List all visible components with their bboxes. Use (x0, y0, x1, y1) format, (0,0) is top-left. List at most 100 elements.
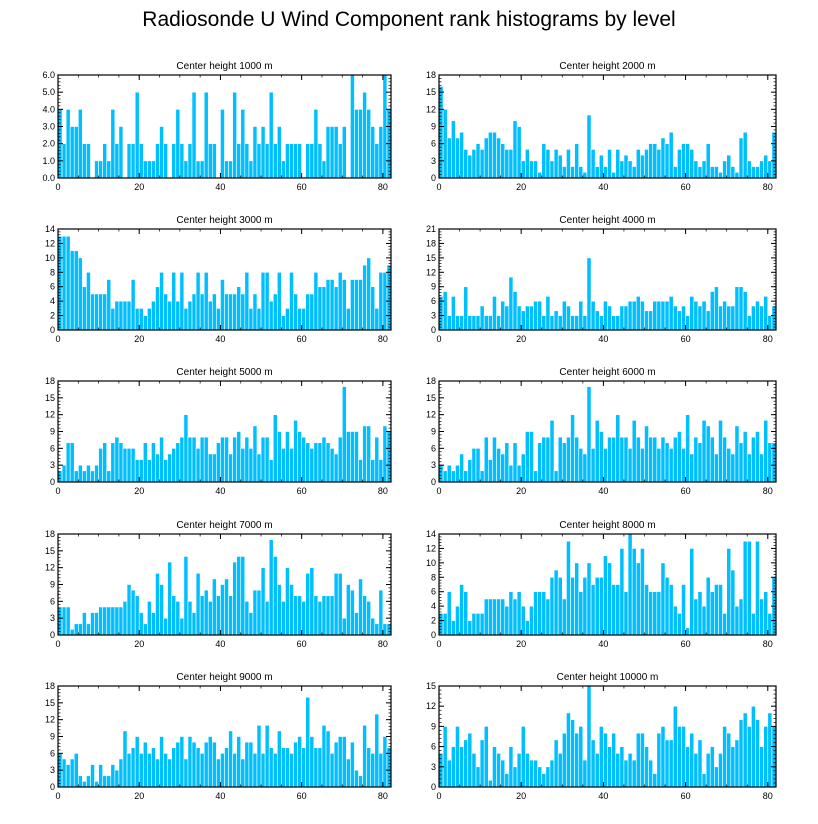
bar (151, 160, 156, 179)
bar (114, 436, 120, 483)
bar (260, 753, 266, 788)
bar (578, 726, 584, 788)
bar (549, 160, 555, 179)
bar (570, 414, 575, 483)
bar (252, 425, 258, 483)
y-tick-label: 0 (431, 477, 436, 487)
bar (73, 753, 79, 788)
bar (689, 548, 695, 636)
bar (386, 264, 392, 331)
bar (451, 470, 456, 483)
bar (611, 315, 617, 331)
bar (122, 448, 128, 483)
bar (281, 747, 286, 788)
bar (73, 250, 79, 331)
bar (317, 601, 323, 636)
bar (264, 436, 270, 483)
bar (492, 746, 497, 788)
bar (276, 431, 282, 483)
x-tick-label: 80 (378, 182, 388, 192)
bar (289, 584, 294, 636)
bar (362, 91, 367, 179)
bar (615, 149, 621, 179)
bar (640, 154, 645, 179)
y-tick-label: 6 (50, 748, 55, 758)
y-tick-label: 6.0 (42, 70, 55, 80)
bar (325, 279, 331, 331)
bar (142, 741, 148, 788)
bar (102, 143, 108, 179)
bar (755, 540, 760, 636)
bar (264, 601, 270, 636)
bar (248, 160, 254, 179)
bar (110, 109, 116, 179)
x-tick-label: 80 (763, 334, 773, 344)
y-tick-label: 18 (45, 529, 55, 539)
bar (607, 436, 612, 483)
bar (134, 595, 140, 636)
y-tick-label: 0 (431, 325, 436, 335)
bar (138, 612, 144, 636)
bar (508, 276, 514, 331)
bar (350, 74, 355, 179)
bar (126, 753, 132, 788)
bar (98, 160, 103, 179)
x-tick-label: 0 (436, 791, 441, 801)
bar (366, 425, 371, 483)
bar (317, 442, 323, 483)
bar (159, 584, 164, 636)
bar (496, 598, 501, 636)
y-tick-label: 12 (426, 701, 436, 711)
bar (220, 436, 225, 483)
panel-title: Center height 4000 m (559, 215, 655, 226)
y-tick-label: 2 (431, 616, 436, 626)
bar (672, 166, 678, 179)
bar (488, 598, 493, 636)
bar (561, 300, 567, 331)
bar (660, 436, 666, 483)
bar (329, 753, 335, 788)
bar (668, 739, 674, 788)
bar (256, 143, 262, 179)
bar (346, 308, 351, 331)
chart-panel-8: Center height 8000 m 0 2 4 6 8 10 12 14 0 20 40 60 80 (426, 520, 777, 649)
bar (640, 300, 645, 331)
x-tick-label: 40 (598, 182, 608, 192)
bar (557, 154, 563, 179)
bar (362, 595, 367, 636)
bar (98, 606, 103, 636)
bar (94, 293, 99, 331)
bar (709, 746, 715, 788)
bar (709, 436, 715, 483)
bar (631, 548, 637, 636)
y-tick-label: 6 (431, 296, 436, 306)
bar (337, 143, 343, 179)
bar (216, 308, 221, 331)
bar (329, 595, 335, 636)
bar (648, 143, 654, 179)
bar (467, 459, 473, 483)
bar (742, 431, 748, 483)
bar (224, 436, 229, 483)
bar (730, 746, 736, 788)
bar (705, 753, 711, 788)
bar (504, 305, 510, 331)
bar (631, 419, 637, 483)
bar (309, 448, 315, 483)
bar (114, 143, 120, 179)
bar (459, 315, 464, 331)
y-tick-label: 5.0 (42, 87, 55, 97)
x-tick-label: 20 (134, 639, 144, 649)
bar (272, 556, 278, 636)
bar (533, 470, 538, 483)
x-tick-label: 80 (378, 791, 388, 801)
chart-panel-7: Center height 7000 m 0 3 6 9 12 15 18 0 20 40 60 80 (45, 520, 392, 649)
bar (746, 160, 752, 179)
x-tick-label: 0 (436, 182, 441, 192)
y-tick-label: 6 (50, 443, 55, 453)
bar (370, 126, 376, 179)
bar (329, 126, 335, 179)
bar (220, 109, 225, 179)
bar (232, 436, 237, 483)
bar (224, 578, 229, 636)
